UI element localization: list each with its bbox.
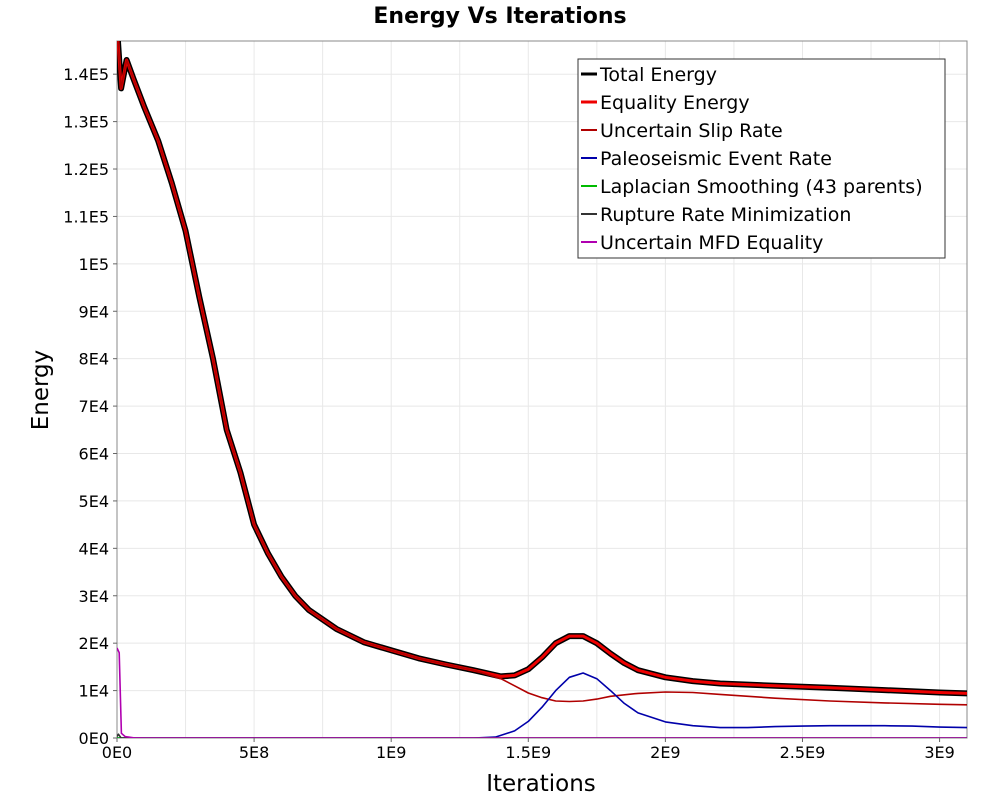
- legend-label-rupture-rate-minimization: Rupture Rate Minimization: [600, 204, 851, 226]
- legend-box: [577, 58, 946, 259]
- y-tick-label: 7E4: [79, 397, 109, 416]
- y-tick-label: 0E0: [79, 729, 109, 748]
- x-axis-title: Iterations: [486, 771, 596, 797]
- y-tick-label: 1.1E5: [63, 207, 109, 226]
- y-tick-label: 5E4: [79, 492, 109, 511]
- y-tick-label: 1.4E5: [63, 65, 109, 84]
- series-line-paleoseismic-event-rate: [117, 672, 967, 738]
- series-line-uncertain-mfd-equality: [117, 647, 967, 738]
- x-tick-label: 3E9: [924, 743, 954, 762]
- y-tick-label: 2E4: [79, 634, 109, 653]
- x-tick-label: 2E9: [650, 743, 680, 762]
- y-tick-label: 9E4: [79, 302, 109, 321]
- x-tick-label: 0E0: [102, 743, 132, 762]
- y-tick-label: 1E4: [79, 682, 109, 701]
- x-tick-label: 1.5E9: [505, 743, 551, 762]
- legend-label-total-energy: Total Energy: [599, 64, 717, 86]
- y-tick-label: 1.3E5: [63, 113, 109, 132]
- y-tick-label: 4E4: [79, 539, 109, 558]
- legend: Total Energy Equality Energy Uncertain Sli…: [577, 58, 946, 259]
- y-axis: 0E0 1E4 2E4 3E4 4E4 5E4 6E4 7E4 8E4 9E4 1E5 1.1E5 1.…: [63, 65, 117, 748]
- chart-title: Energy Vs Iterations: [373, 4, 626, 29]
- x-tick-label: 5E8: [239, 743, 269, 762]
- x-axis: 0E0 5E8 1E9 1.5E9 2E9 2.5E9 3E9: [102, 738, 955, 762]
- legend-label-laplacian-smoothing-43-parents: Laplacian Smoothing (43 parents): [600, 176, 923, 198]
- y-tick-label: 1.2E5: [63, 160, 109, 179]
- legend-label-paleoseismic-event-rate: Paleoseismic Event Rate: [600, 148, 832, 170]
- legend-label-equality-energy: Equality Energy: [600, 92, 750, 114]
- legend-label-uncertain-mfd-equality: Uncertain MFD Equality: [600, 232, 823, 254]
- x-tick-label: 1E9: [376, 743, 406, 762]
- y-tick-label: 3E4: [79, 587, 109, 606]
- series-line-uncertain-slip-rate: [117, 41, 967, 706]
- y-tick-label: 6E4: [79, 445, 109, 464]
- y-axis-title: Energy: [28, 350, 54, 431]
- y-tick-label: 8E4: [79, 350, 109, 369]
- y-tick-label: 1E5: [79, 255, 109, 274]
- legend-label-uncertain-slip-rate: Uncertain Slip Rate: [600, 120, 783, 142]
- series-line-rupture-rate-minimization: [117, 733, 967, 738]
- x-tick-label: 2.5E9: [780, 743, 826, 762]
- series-lines: [117, 41, 967, 738]
